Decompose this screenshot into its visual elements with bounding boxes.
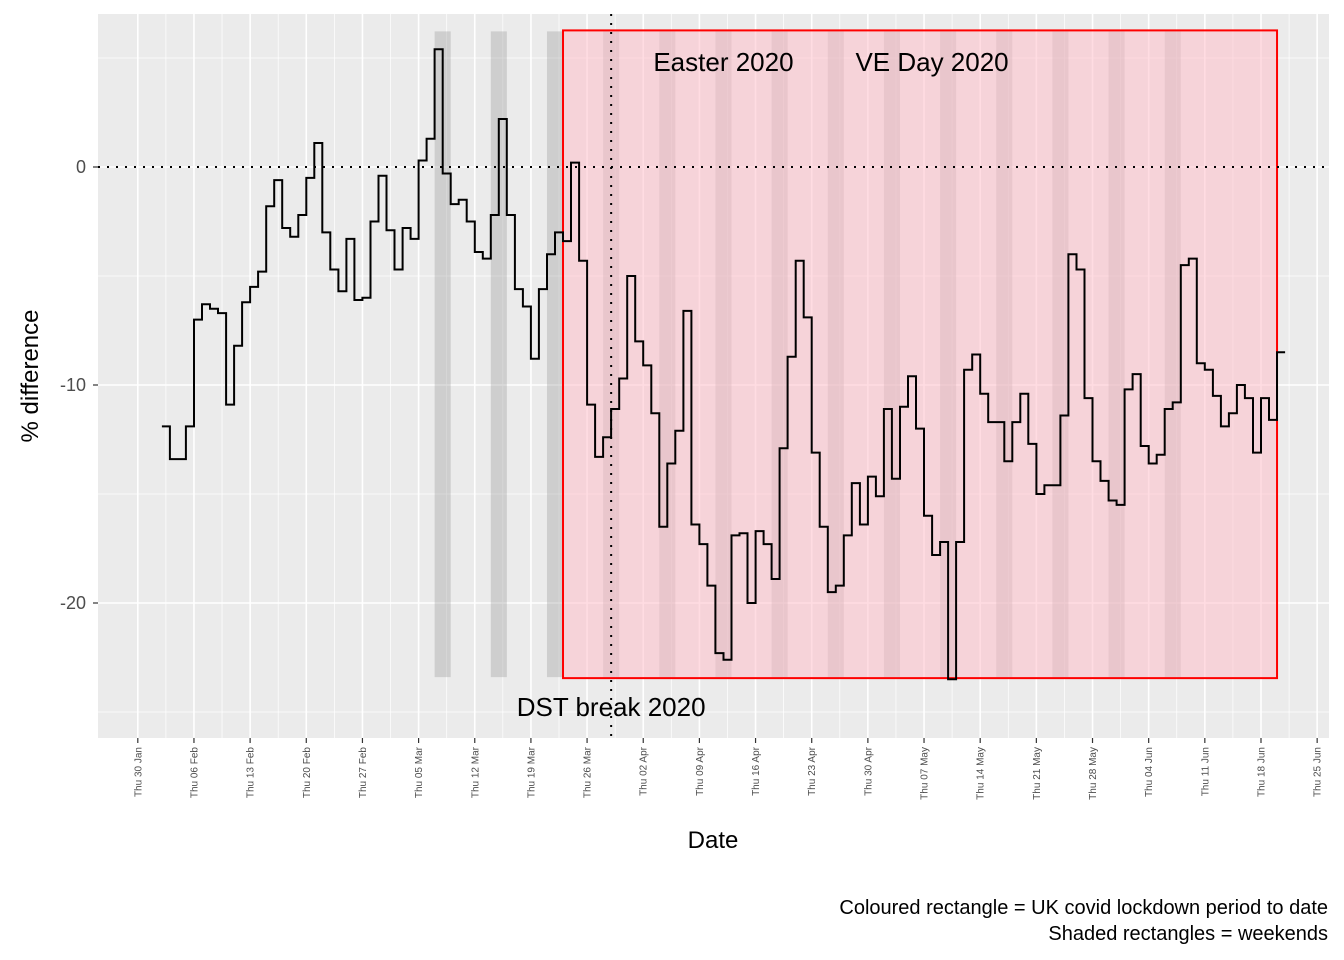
- event-label: Easter 2020: [653, 47, 793, 77]
- event-markers: DST break 2020 Easter 2020 VE Day 2020: [517, 14, 1009, 738]
- dst-break-label: DST break 2020: [517, 692, 706, 722]
- y-tick-label: 0: [76, 157, 86, 177]
- y-axis: 0 -10 -20: [60, 157, 98, 613]
- x-tick-label: Thu 13 Feb: [246, 747, 257, 799]
- caption-line-1: Coloured rectangle = UK covid lockdown p…: [839, 897, 1328, 919]
- y-tick-label: -20: [60, 593, 86, 613]
- x-tick-label: Thu 12 Mar: [470, 746, 481, 798]
- x-tick-label: Thu 21 May: [1032, 747, 1043, 800]
- lockdown-rectangle: [562, 29, 1279, 680]
- x-tick-label: Thu 30 Jan: [133, 747, 144, 797]
- x-tick-label: Thu 07 May: [920, 747, 931, 800]
- x-tick-label: Thu 09 Apr: [695, 746, 706, 796]
- x-tick-label: Thu 11 Jun: [1200, 747, 1211, 796]
- x-tick-label: Thu 30 Apr: [863, 746, 874, 796]
- x-tick-label: Thu 16 Apr: [751, 746, 762, 796]
- x-tick-label: Thu 06 Feb: [189, 747, 200, 799]
- x-tick-label: Thu 26 Mar: [583, 746, 594, 798]
- weekend-rect: [490, 31, 507, 678]
- x-tick-label: Thu 18 Jun: [1256, 747, 1267, 797]
- x-tick-label: Thu 28 May: [1088, 747, 1099, 800]
- x-tick-label: Thu 14 May: [976, 747, 987, 800]
- x-axis-title: Date: [688, 827, 739, 854]
- x-tick-label: Thu 02 Apr: [639, 746, 650, 796]
- x-tick-label: Thu 04 Jun: [1144, 747, 1155, 797]
- x-tick-label: Thu 27 Feb: [358, 747, 369, 799]
- x-tick-label: Thu 19 Mar: [526, 746, 537, 798]
- weekend-rect: [546, 31, 564, 678]
- y-axis-title: % difference: [17, 310, 44, 443]
- x-tick-label: Thu 20 Feb: [302, 747, 313, 799]
- x-tick-label: Thu 25 Jun: [1313, 747, 1324, 797]
- weekend-rect: [434, 31, 451, 678]
- x-axis: Thu 30 Jan Thu 06 Feb Thu 13 Feb Thu 20 Feb…: [133, 738, 1324, 800]
- series-line: [161, 48, 1286, 681]
- event-label: VE Day 2020: [855, 47, 1008, 77]
- x-tick-label: Thu 05 Mar: [414, 746, 425, 798]
- y-tick-label: -10: [60, 375, 86, 395]
- caption-line-2: Shaded rectangles = weekends: [1048, 923, 1328, 945]
- x-tick-label: Thu 23 Apr: [807, 746, 818, 796]
